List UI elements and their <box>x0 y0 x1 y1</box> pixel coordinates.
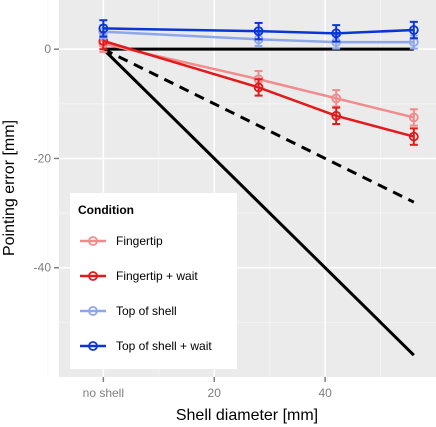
y-tick-label: -40 <box>34 261 52 275</box>
legend-background <box>70 193 237 369</box>
series-layer <box>98 19 419 146</box>
y-tick-label: -20 <box>34 151 52 165</box>
legend-items: Fingertip Fingertip + wait Top of shell Top… <box>80 234 212 353</box>
data-point <box>253 26 264 37</box>
data-point <box>331 93 342 104</box>
series-line <box>102 39 415 138</box>
data-point <box>408 25 419 35</box>
x-axis-title: Shell diameter [mm] <box>176 407 318 424</box>
legend-title: Condition <box>78 203 134 217</box>
legend-swatch-point <box>88 306 98 316</box>
legend-label: Top of shell <box>116 304 177 318</box>
reference-line-solid <box>102 48 415 357</box>
reference-lines <box>102 47 415 357</box>
legend-swatch-point <box>88 236 98 246</box>
x-tick-label: 40 <box>318 386 332 400</box>
reference-line-dashed <box>102 47 415 204</box>
legend-label: Top of shell + wait <box>116 339 212 353</box>
series-fingertip-wait <box>98 31 419 146</box>
series-top-of-shell-wait <box>98 19 419 43</box>
series-line <box>103 27 414 35</box>
data-point <box>408 131 419 142</box>
data-point <box>331 110 342 121</box>
legend-swatch-point <box>88 271 98 281</box>
series-line <box>103 42 415 119</box>
data-point <box>253 82 264 93</box>
legend-label: Fingertip <box>116 234 163 248</box>
y-axis-title: Pointing error [mm] <box>1 120 18 256</box>
x-tick-label: 20 <box>208 386 222 400</box>
x-tick-label: no shell <box>83 386 124 400</box>
legend-swatch-point <box>88 341 98 351</box>
data-point <box>331 28 342 39</box>
axis-layer: no shell 20 40 0 -20 -40 <box>34 42 332 400</box>
legend: Condition Fingertip Fingertip + wait Top o… <box>70 193 237 369</box>
legend-label: Fingertip + wait <box>116 269 198 283</box>
series-line <box>103 30 414 44</box>
data-point <box>408 112 419 123</box>
y-tick-label: 0 <box>44 42 51 56</box>
data-point <box>98 23 109 34</box>
